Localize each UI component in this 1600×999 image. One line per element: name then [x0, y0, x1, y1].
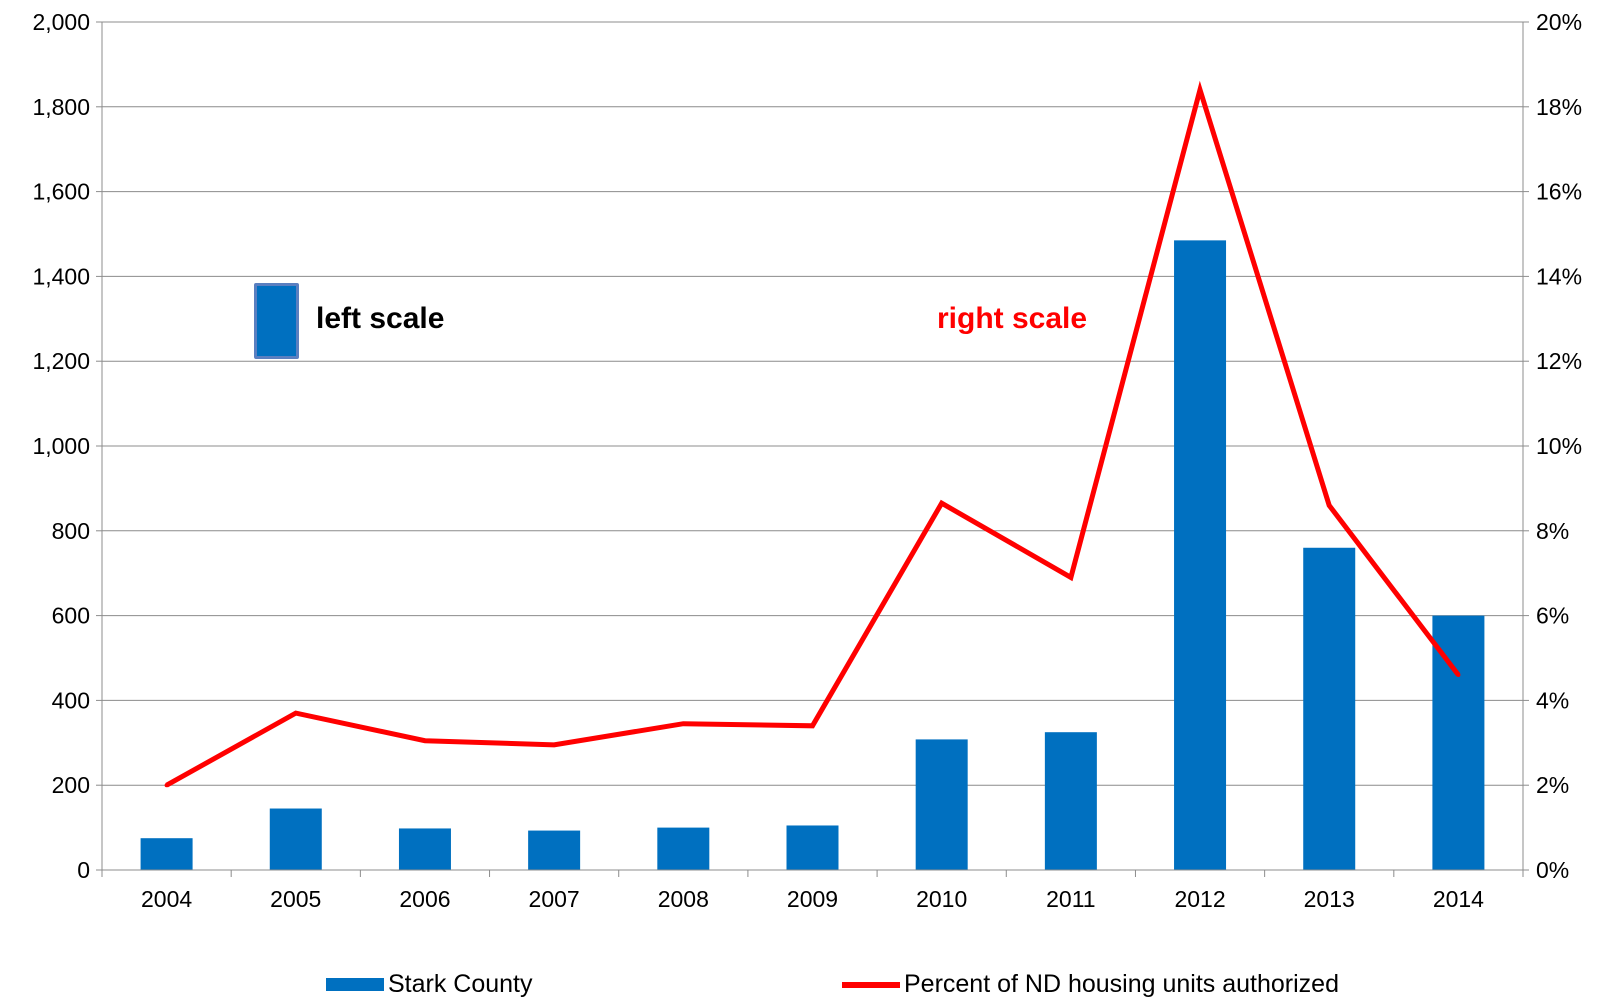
left-scale-annotation: left scale: [316, 302, 445, 335]
x-tick-label: 2007: [529, 886, 580, 912]
line-point: [1198, 87, 1203, 92]
bar: [657, 827, 710, 870]
x-tick-label: 2012: [1174, 886, 1225, 912]
line-point: [1327, 503, 1332, 508]
bar: [1432, 615, 1485, 870]
x-tick-label: 2008: [658, 886, 709, 912]
legend-bar-label: Stark County: [388, 970, 533, 998]
legend-line-swatch: [842, 981, 900, 988]
line-series-percent: [164, 80, 1461, 788]
left-scale-marker: [254, 283, 299, 359]
right-tick-label: 4%: [1536, 687, 1569, 713]
line-point: [810, 723, 815, 728]
bar: [1303, 547, 1356, 870]
line-point: [293, 711, 298, 716]
x-tick-label: 2010: [916, 886, 967, 912]
left-tick-label: 1,200: [32, 348, 90, 374]
line-point: [164, 783, 169, 788]
right-tick-label: 14%: [1536, 263, 1582, 289]
x-tick-label: 2005: [270, 886, 321, 912]
right-tick-label: 20%: [1536, 9, 1582, 35]
left-tick-label: 600: [52, 603, 90, 629]
line-point: [552, 742, 557, 747]
bar: [786, 825, 839, 870]
line-point: [1456, 672, 1461, 677]
bar: [915, 739, 968, 870]
x-tick-label: 2009: [787, 886, 838, 912]
left-tick-label: 1,400: [32, 263, 90, 289]
legend-item-line: Percent of ND housing units authorized: [842, 970, 1339, 999]
series-line: [165, 80, 1461, 788]
left-tick-label: 800: [52, 518, 90, 544]
line-point: [422, 738, 427, 743]
bar: [1044, 732, 1097, 870]
bar: [140, 838, 193, 870]
x-tick-label: 2014: [1433, 886, 1484, 912]
right-tick-label: 18%: [1536, 94, 1582, 120]
x-tick-label: 2013: [1304, 886, 1355, 912]
left-tick-label: 1,800: [32, 94, 90, 120]
x-tick-label: 2006: [399, 886, 450, 912]
left-tick-label: 1,600: [32, 179, 90, 205]
left-tick-label: 400: [52, 687, 90, 713]
x-tick-label: 2011: [1046, 886, 1095, 912]
left-tick-label: 2,000: [32, 9, 90, 35]
right-tick-label: 2%: [1536, 772, 1569, 798]
left-tick-label: 200: [52, 772, 90, 798]
bar: [1174, 240, 1227, 871]
line-point: [681, 721, 686, 726]
right-tick-label: 16%: [1536, 179, 1582, 205]
axes: [96, 21, 1529, 877]
left-tick-label: 0: [77, 857, 90, 883]
right-tick-label: 0%: [1536, 857, 1569, 883]
right-tick-label: 8%: [1536, 518, 1569, 544]
legend-bar-swatch: [326, 978, 384, 991]
legend-item-bar: Stark County: [326, 970, 533, 999]
right-scale-annotation: right scale: [937, 302, 1088, 335]
line-point: [939, 501, 944, 506]
line-point: [1068, 575, 1073, 580]
left-tick-label: 1,000: [32, 433, 90, 459]
x-axis-tick-labels: 2004 2005 2006 2007 2008 2009 2010 2011 2012 2013…: [141, 886, 1484, 912]
left-axis-tick-labels: 0 200 400 600 800 1,000 1,200 1,400 1,600 1,800 2,…: [32, 9, 90, 883]
right-tick-label: 10%: [1536, 433, 1582, 459]
right-tick-label: 6%: [1536, 603, 1569, 629]
bar-series-stark-county: [140, 240, 1485, 871]
gridlines: [102, 21, 1523, 786]
right-axis-tick-labels: 0% 2% 4% 6% 8% 10% 12% 14% 16% 18% 20%: [1536, 9, 1582, 883]
legend-line-label: Percent of ND housing units authorized: [904, 970, 1339, 998]
right-tick-label: 12%: [1536, 348, 1582, 374]
bar: [269, 808, 322, 870]
x-tick-label: 2004: [141, 886, 192, 912]
bar: [528, 830, 581, 870]
bar: [398, 828, 451, 870]
